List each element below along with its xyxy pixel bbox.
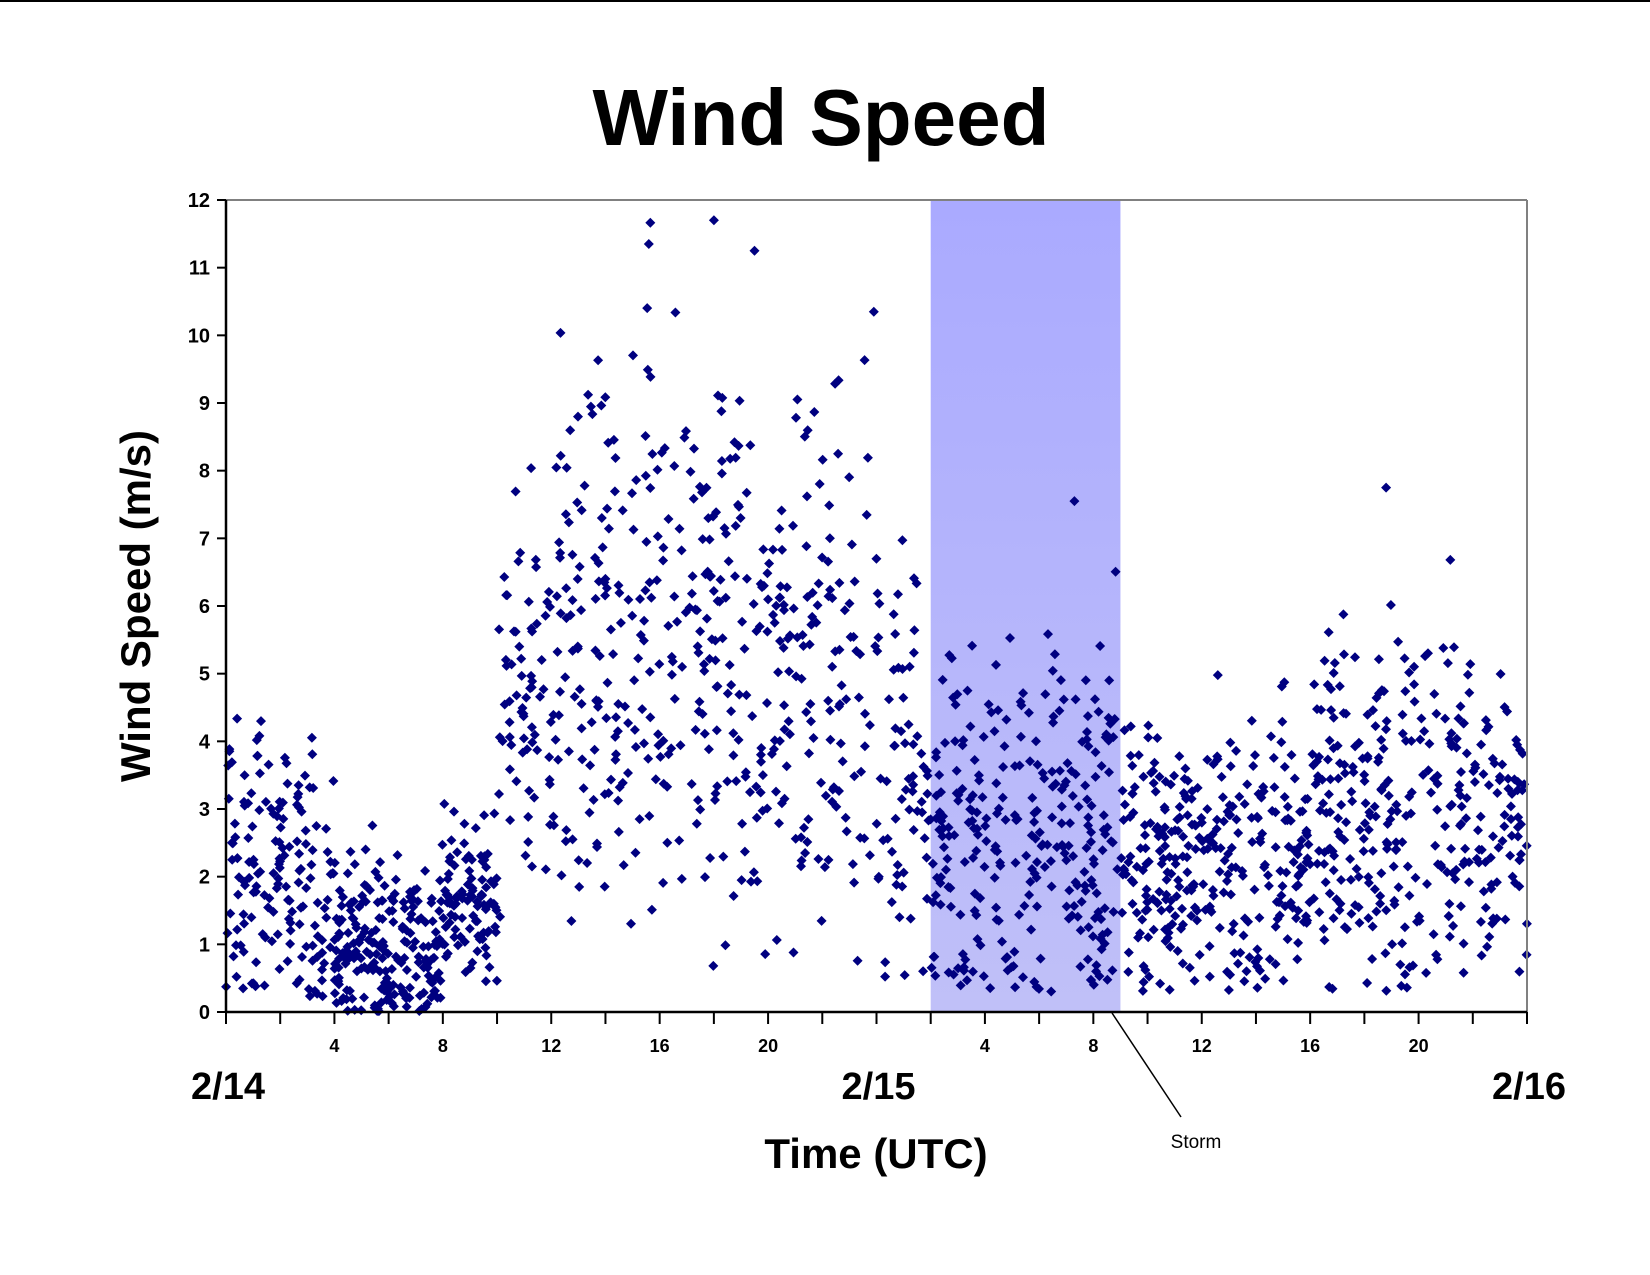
x-hour-label: 4 (980, 1036, 990, 1056)
x-hour-label: 12 (541, 1036, 561, 1056)
y-tick-label: 5 (199, 664, 210, 686)
x-date-label: 2/14 (191, 1066, 265, 1108)
y-tick-label: 7 (199, 528, 210, 550)
storm-band (930, 200, 1121, 1012)
y-tick-label: 11 (189, 258, 210, 280)
storm-shaded-region (930, 200, 1121, 1012)
storm-annotation: Storm (1171, 1132, 1222, 1153)
scatter-points (221, 215, 1532, 1017)
y-axis-label: Wind Speed (m/s) (112, 430, 159, 782)
x-hour-label: 20 (1409, 1036, 1429, 1056)
x-hour-label: 16 (650, 1036, 670, 1056)
x-hour-label: 16 (1300, 1036, 1320, 1056)
x-hour-label: 8 (438, 1036, 448, 1056)
chart-title: Wind Speed (592, 73, 1049, 162)
x-date-label: 2/15 (842, 1066, 916, 1108)
y-tick-label: 1 (199, 934, 210, 956)
storm-callout-line (1111, 1012, 1182, 1118)
y-tick-label: 12 (188, 190, 210, 212)
x-date-label: 2/16 (1492, 1066, 1566, 1108)
y-tick-label: 6 (199, 596, 210, 618)
y-tick-label: 3 (199, 799, 210, 821)
y-tick-label: 10 (188, 325, 210, 347)
x-hour-label: 20 (758, 1036, 778, 1056)
y-tick-label: 4 (199, 731, 211, 753)
y-tick-label: 9 (199, 393, 210, 415)
y-tick-label: 2 (199, 867, 210, 889)
x-axis: 4 8 12 16 20 4 8 12 16 20 2/14 2/15 2/16 (191, 1012, 1566, 1108)
y-tick-label: 0 (199, 1002, 210, 1024)
x-hour-label: 12 (1192, 1036, 1212, 1056)
x-hour-label: 8 (1088, 1036, 1098, 1056)
top-border (0, 0, 1650, 2)
x-axis-label: Time (UTC) (764, 1130, 987, 1177)
x-hour-label: 4 (329, 1036, 339, 1056)
y-tick-label: 8 (199, 461, 210, 483)
